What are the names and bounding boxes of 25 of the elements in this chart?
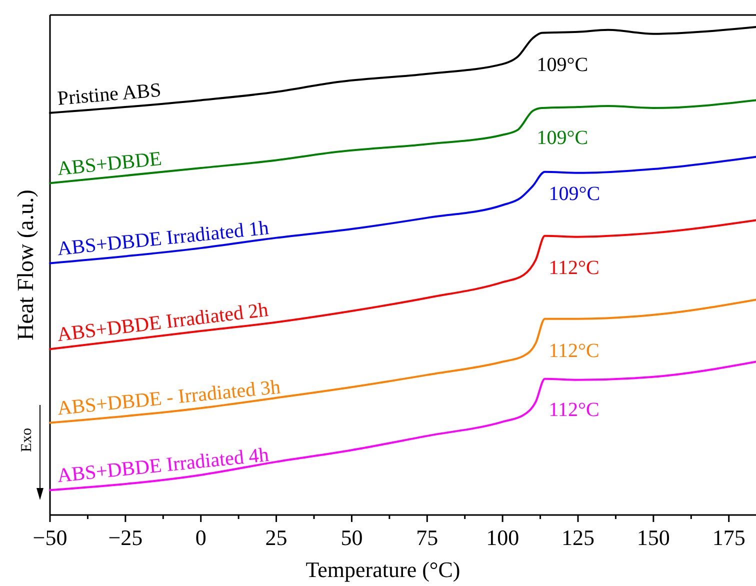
- y-axis-title: Heat Flow (a.u.): [13, 190, 38, 340]
- text: ABS+DBDE: [56, 148, 163, 180]
- x-tick-label: 100: [486, 525, 520, 550]
- text: Exo: [19, 428, 35, 452]
- annotation: 112°C: [548, 256, 600, 279]
- annotation: 109°C: [536, 54, 588, 76]
- x-tick-label: 150: [636, 525, 670, 550]
- text: ABS+DBDE Irradiated 2h: [56, 298, 270, 346]
- annotation: 109°C: [536, 126, 588, 149]
- x-tick-label: −25: [108, 525, 143, 550]
- x-tick-label: 0: [195, 525, 206, 550]
- text: ABS+DBDE Irradiated 4h: [56, 444, 270, 488]
- x-tick-label: 125: [561, 525, 594, 550]
- x-tick-label: 75: [416, 525, 438, 550]
- annotation: 112°C: [548, 340, 600, 362]
- x-tick-label: 175: [712, 525, 746, 550]
- x-tick-label: −50: [32, 525, 68, 550]
- annotation: 109°C: [548, 183, 600, 206]
- x-axis-title: Temperature (°C): [306, 557, 460, 582]
- series-label: Pristine ABS: [56, 79, 162, 110]
- x-tick-label: 50: [340, 525, 363, 550]
- annotation: 112°C: [548, 398, 600, 421]
- text: ABS+DBDE Irradiated 1h: [56, 217, 270, 260]
- x-tick-label: 25: [265, 525, 288, 550]
- text: ABS+DBDE - Irradiated 3h: [56, 376, 282, 420]
